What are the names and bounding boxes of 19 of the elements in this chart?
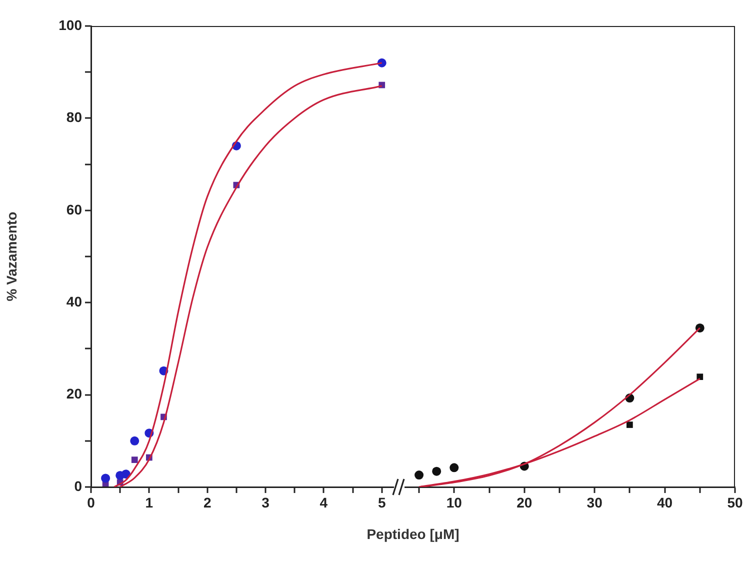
y-axis-title: % Vazamento <box>3 212 20 302</box>
y-tick-label: 100 <box>58 16 82 33</box>
y-tick-label: 80 <box>66 109 82 126</box>
x-tick-label: 4 <box>320 494 328 510</box>
x-tick-label: 30 <box>586 494 603 510</box>
x-tick-label: 3 <box>262 494 270 510</box>
x-axis-title: Peptideo [μM] <box>366 526 460 542</box>
y-tick-label: 20 <box>66 386 82 402</box>
x-tick-label: 40 <box>657 494 673 510</box>
x-tick-label: 10 <box>446 494 462 510</box>
x-tick-label: 5 <box>378 494 386 510</box>
x-tick-label: 50 <box>727 494 743 510</box>
y-tick-label: 60 <box>66 201 82 218</box>
x-tick-label: 2 <box>203 494 212 510</box>
y-tick-label: 40 <box>66 293 82 310</box>
x-tick-label: 0 <box>87 494 96 510</box>
x-tick-label: 20 <box>516 494 532 510</box>
x-tick-label: 1 <box>145 494 154 510</box>
y-tick-label: 0 <box>74 478 82 494</box>
